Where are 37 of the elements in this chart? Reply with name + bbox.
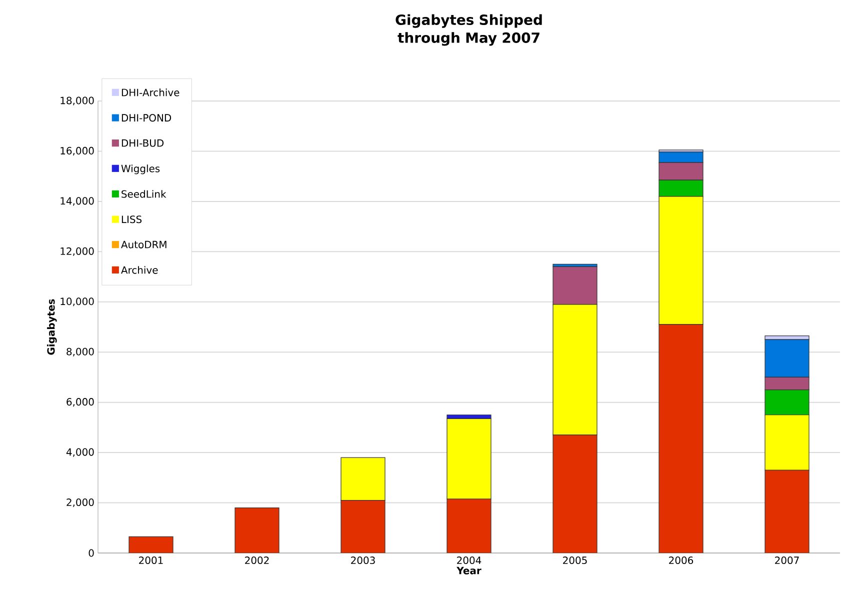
bar bbox=[552, 434, 598, 553]
x-tick-label: 2005 bbox=[563, 556, 587, 564]
x-tick-label: 2001 bbox=[139, 556, 163, 564]
legend-label: LISS bbox=[122, 216, 142, 224]
bar bbox=[234, 507, 280, 553]
bar bbox=[446, 418, 492, 500]
y-axis-title: Gigabytes bbox=[47, 299, 57, 355]
legend-label: AutoDRM bbox=[121, 240, 166, 248]
y-tick-label: 0 bbox=[88, 549, 94, 557]
legend-label: DHI-POND bbox=[122, 114, 172, 122]
y-tick-label: 10,000 bbox=[60, 298, 94, 306]
legend-label: DHI-BUD bbox=[122, 139, 164, 147]
legend-label: Wiggles bbox=[121, 164, 160, 174]
legend-label: DHI-Archive bbox=[122, 88, 180, 96]
y-tick-label: 2,000 bbox=[66, 498, 94, 508]
y-tick-label: 6,000 bbox=[66, 398, 94, 407]
y-tick-label: 14,000 bbox=[60, 197, 94, 206]
bar bbox=[658, 324, 704, 553]
y-tick-label: 18,000 bbox=[60, 96, 94, 106]
legend-label: SeedLink bbox=[122, 190, 166, 198]
chart-title: Gigabytes Shipped through May 2007 bbox=[396, 14, 542, 46]
bar bbox=[340, 500, 386, 553]
legend-label: Archive bbox=[121, 266, 158, 274]
x-tick-label: 2007 bbox=[775, 556, 799, 564]
x-tick-label: 2003 bbox=[351, 556, 375, 564]
y-tick-label: 16,000 bbox=[60, 146, 94, 156]
x-tick-label: 2006 bbox=[669, 556, 694, 564]
y-tick-label: 8,000 bbox=[66, 348, 94, 356]
bar bbox=[128, 536, 174, 553]
bar bbox=[764, 470, 810, 553]
y-tick-label: 12,000 bbox=[60, 247, 94, 256]
y-tick-label: 4,000 bbox=[66, 448, 94, 457]
x-tick-label: 2002 bbox=[245, 556, 269, 564]
x-axis-title: Year bbox=[456, 566, 482, 574]
bar bbox=[340, 457, 386, 501]
x-tick-label: 2004 bbox=[457, 556, 482, 564]
bar bbox=[446, 498, 492, 553]
